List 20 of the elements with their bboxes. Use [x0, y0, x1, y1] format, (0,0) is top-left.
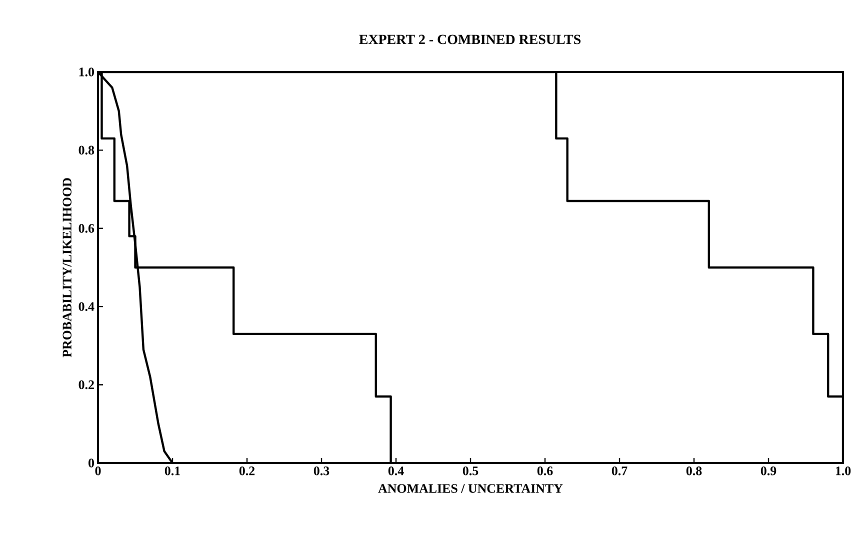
- x-tick-label: 0.8: [686, 466, 702, 476]
- x-tick-label: 1.0: [836, 466, 851, 476]
- y-tick-label: 0: [88, 458, 94, 468]
- x-tick-label: 0.9: [760, 466, 776, 476]
- x-tick-label: 0.3: [314, 466, 330, 476]
- y-tick-label: 0.6: [78, 224, 94, 233]
- x-tick-label: 0: [95, 466, 101, 476]
- x-tick-label: 0.1: [164, 466, 180, 476]
- chart-title: EXPERT 2 - COMBINED RESULTS: [359, 34, 581, 44]
- x-tick-label: 0.4: [388, 466, 404, 476]
- x-tick-label: 0.6: [537, 466, 553, 476]
- x-tick-label: 0.5: [462, 466, 478, 476]
- y-tick-label: 0.2: [78, 380, 94, 390]
- x-axis-title: ANOMALIES / UNCERTAINTY: [378, 484, 563, 493]
- x-tick-label: 0.7: [612, 466, 628, 476]
- x-tick-label: 0.2: [239, 466, 255, 476]
- y-tick-label: 0.4: [78, 302, 94, 311]
- y-tick-label: 1.0: [79, 68, 94, 76]
- y-tick-label: 0.8: [78, 146, 94, 155]
- y-axis-title: PROBABILITY/LIKELIHOOD: [62, 178, 72, 358]
